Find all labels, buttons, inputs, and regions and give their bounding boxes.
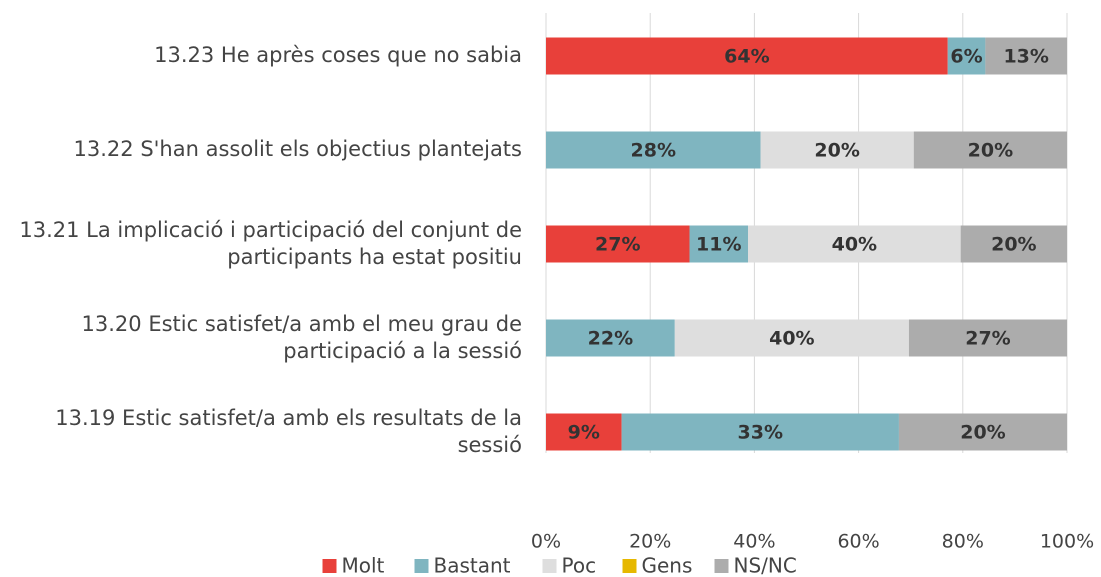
bar-segment [760, 131, 914, 169]
category-label: 13.22 S'han assolit els objectius plante… [0, 103, 522, 197]
data-label: 40% [832, 234, 877, 256]
bar-segment [960, 225, 1067, 263]
data-label: 28% [631, 140, 676, 162]
data-label: 20% [968, 140, 1013, 162]
data-label: 20% [814, 140, 859, 162]
x-tick-label: 0% [531, 531, 561, 553]
bar-segment [546, 319, 675, 357]
legend-label: NS/NC [734, 554, 797, 577]
data-label: 64% [724, 46, 769, 68]
bar-segment [947, 37, 986, 75]
data-label: 33% [738, 422, 783, 444]
x-tick-label: 60% [837, 531, 879, 553]
legend-label: Poc [562, 554, 597, 577]
data-label: 27% [965, 328, 1010, 350]
x-tick-label: 80% [942, 531, 984, 553]
bar-segment [546, 37, 948, 75]
bar-segment [748, 225, 961, 263]
bar-segment [689, 225, 749, 263]
x-tick-label: 40% [733, 531, 775, 553]
category-text: 13.19 Estic satisfet/a amb els resultats… [55, 405, 522, 457]
data-label: 13% [1003, 46, 1048, 68]
category-text: 13.23 He après coses que no sabia [154, 43, 522, 68]
category-label: 13.23 He après coses que no sabia [0, 9, 522, 103]
bar-segment [913, 131, 1067, 169]
legend-swatch [542, 559, 557, 573]
data-label: 22% [588, 328, 633, 350]
data-label: 20% [991, 234, 1036, 256]
bar-segment [621, 413, 899, 451]
category-label: 13.21 La implicació i participació del c… [0, 197, 522, 291]
data-label: 6% [950, 46, 982, 68]
bar-segment [908, 319, 1067, 357]
bar-segment [985, 37, 1067, 75]
bar-segment [546, 225, 690, 263]
legend-label: Molt [342, 554, 385, 577]
legend-label: Bastant [434, 554, 511, 577]
data-label: 27% [595, 234, 640, 256]
legend-label: Gens [642, 554, 693, 577]
x-tick-label: 20% [629, 531, 671, 553]
bar-segment [898, 413, 1067, 451]
data-label: 20% [960, 422, 1005, 444]
bar-segment [546, 413, 622, 451]
legend-swatch [414, 559, 429, 573]
bar-segment [546, 131, 761, 169]
category-text: 13.22 S'han assolit els objectius plante… [73, 137, 522, 162]
data-label: 9% [568, 422, 600, 444]
category-label: 13.19 Estic satisfet/a amb els resultats… [0, 385, 522, 479]
category-text: 13.21 La implicació i participació del c… [19, 217, 522, 269]
data-label: 40% [769, 328, 814, 350]
category-text: 13.20 Estic satisfet/a amb el meu grau d… [81, 311, 522, 363]
legend-swatch [714, 559, 729, 573]
legend-swatch [622, 559, 637, 573]
category-label: 13.20 Estic satisfet/a amb el meu grau d… [0, 291, 522, 385]
bar-segment [674, 319, 909, 357]
data-label: 11% [696, 234, 741, 256]
legend-swatch [322, 559, 337, 573]
x-tick-label: 100% [1040, 531, 1094, 553]
